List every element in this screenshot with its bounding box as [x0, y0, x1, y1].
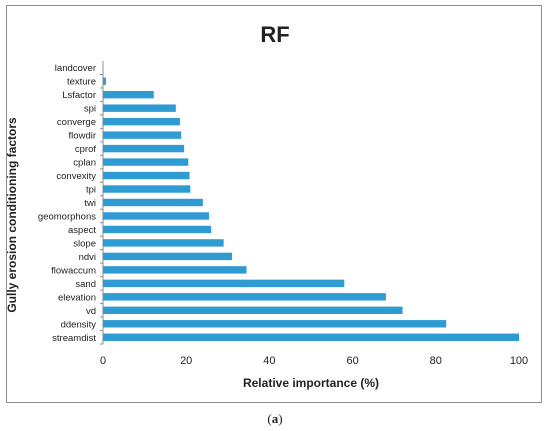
y-tick-label-vd: vd [86, 306, 96, 317]
bar-texture [103, 77, 106, 85]
bar-ddensity [103, 320, 447, 328]
bar-cplan [103, 158, 189, 166]
bar-Lsfactor [103, 90, 154, 99]
bar-aspect [103, 225, 212, 234]
bar-converge [103, 117, 180, 126]
y-tick-label-ndvi: ndvi [79, 252, 96, 263]
bar-geomorphons [103, 212, 210, 220]
x-tick-label-20: 20 [180, 355, 192, 367]
bar-convexity [103, 171, 190, 180]
y-tick-label-landcover: landcover [55, 63, 96, 74]
figure-caption: (a) [0, 411, 550, 427]
x-tick-label-0: 0 [100, 355, 106, 367]
caption-letter: a [271, 411, 279, 426]
y-tick-label-cprof: cprof [75, 144, 96, 155]
bar-twi [103, 198, 203, 207]
y-tick-label-tpi: tpi [86, 185, 96, 196]
y-tick-label-cplan: cplan [73, 158, 96, 169]
y-tick-label-Lsfactor: Lsfactor [62, 90, 96, 101]
x-tick-label-100: 100 [510, 355, 528, 367]
bar-ndvi [103, 252, 232, 261]
bar-tpi [103, 185, 191, 193]
bar-elevation [103, 293, 386, 301]
bar-vd [103, 306, 403, 315]
y-tick-label-convexity: convexity [56, 171, 96, 182]
x-axis-label: Relative importance (%) [243, 376, 379, 390]
chart-title: RF [260, 22, 290, 47]
bar-sand [103, 279, 345, 288]
y-tick-label-flowdir: flowdir [69, 131, 96, 142]
bar-flowaccum [103, 266, 247, 274]
y-tick-label-aspect: aspect [68, 225, 96, 236]
y-tick-label-twi: twi [84, 198, 96, 209]
y-tick-label-sand: sand [75, 279, 96, 290]
bar-flowdir [103, 131, 182, 139]
y-tick-label-converge: converge [57, 117, 96, 128]
caption-open-paren: ( [267, 411, 272, 426]
y-tick-label-flowaccum: flowaccum [51, 265, 96, 276]
bar-spi [103, 104, 176, 112]
y-tick-label-elevation: elevation [58, 292, 96, 303]
bar-slope [103, 239, 224, 247]
y-tick-label-streamdist: streamdist [52, 333, 96, 344]
y-tick-label-slope: slope [73, 238, 96, 249]
bar-streamdist [103, 333, 519, 341]
caption-close-paren: ) [278, 411, 283, 426]
x-tick-label-40: 40 [263, 355, 275, 367]
y-tick-label-geomorphons: geomorphons [38, 211, 96, 222]
x-tick-label-60: 60 [346, 355, 358, 367]
y-tick-label-ddensity: ddensity [61, 319, 97, 330]
y-tick-label-texture: texture [67, 77, 96, 88]
x-tick-label-80: 80 [430, 355, 442, 367]
bar-cprof [103, 144, 185, 153]
y-tick-label-spi: spi [84, 104, 96, 115]
